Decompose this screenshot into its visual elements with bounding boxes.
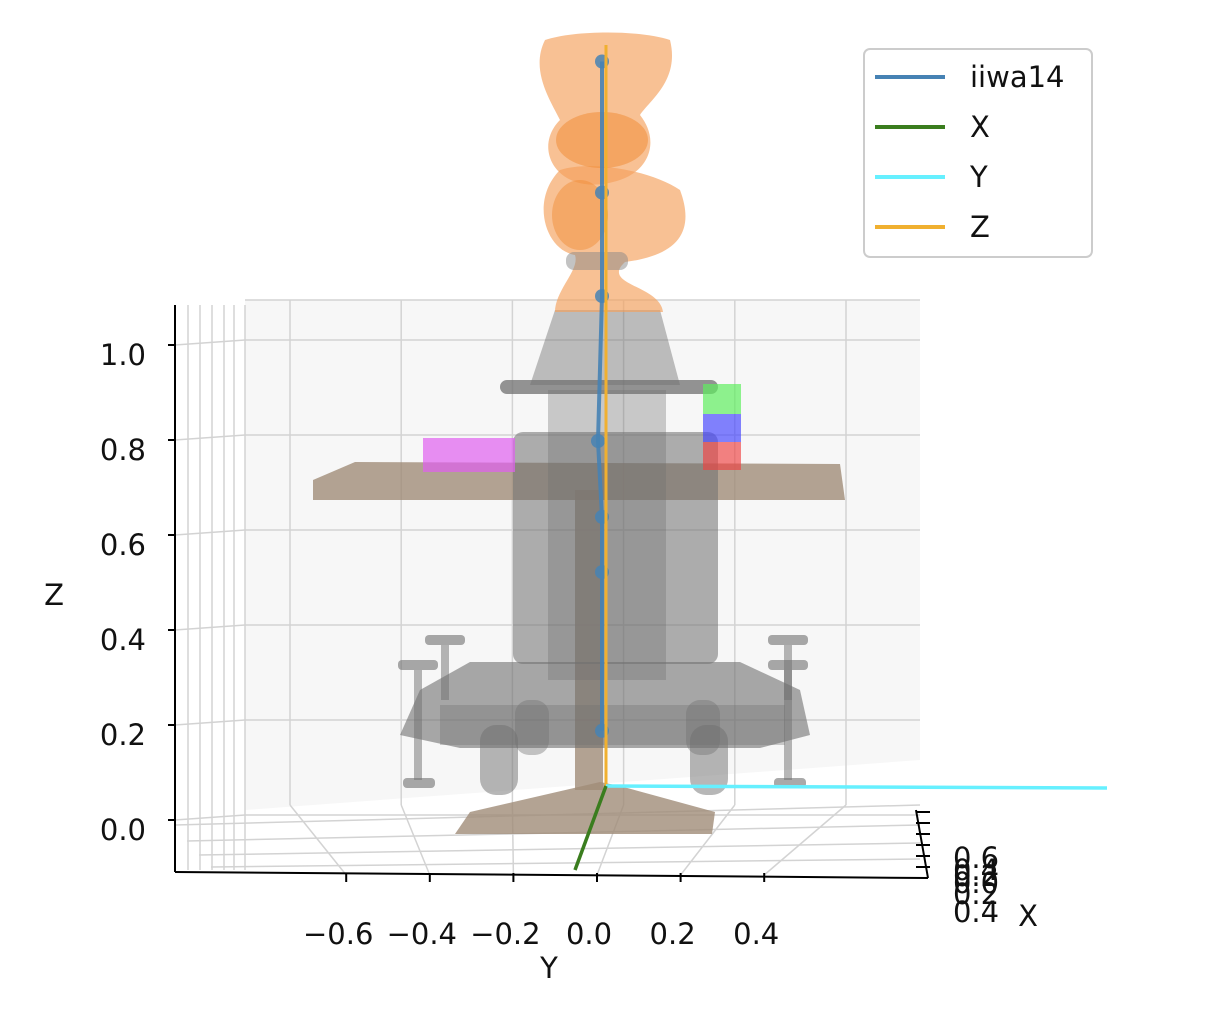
wheel-back-left xyxy=(515,700,549,755)
y-axis-line xyxy=(174,871,929,879)
x-tick-label: 0.2 xyxy=(953,877,999,911)
x-tick-label: 0.6 xyxy=(953,841,999,875)
jack-1-rod xyxy=(441,645,449,700)
y-tick-labels: −0.6 −0.4 −0.2 0.0 0.2 0.4 xyxy=(303,917,779,951)
z-tick-label: 0.4 xyxy=(100,623,146,657)
legend-label: Y xyxy=(969,160,988,194)
frame-axis-y xyxy=(605,784,1108,790)
legend: iiwa14 XYZ xyxy=(863,48,1093,258)
base-body xyxy=(513,432,718,664)
table-foot xyxy=(455,782,715,834)
grid-floor-line xyxy=(400,804,431,876)
legend-label: iiwa14 xyxy=(970,60,1065,94)
z-tick-label: 0.0 xyxy=(100,813,146,847)
grid-floor-cross xyxy=(198,842,921,856)
jack-2-head xyxy=(398,660,438,670)
envelope-lower xyxy=(543,166,686,312)
z-tick-label: 0.8 xyxy=(100,433,146,467)
z-tick-label: 0.6 xyxy=(100,528,146,562)
legend-label: Z xyxy=(970,210,990,244)
z-tick-labels: 0.0 0.2 0.4 0.6 0.8 1.0 xyxy=(100,338,146,847)
wheel-back-right xyxy=(686,700,720,755)
y-tick-label: 0.0 xyxy=(566,917,612,951)
frame-axis-x xyxy=(573,785,608,871)
z-tick-label: 1.0 xyxy=(100,338,146,372)
base-plate xyxy=(500,380,718,394)
grid-floor-line xyxy=(289,804,347,876)
jack-4-head xyxy=(768,660,808,670)
legend-frame xyxy=(863,48,1093,258)
y-tick-label: −0.4 xyxy=(387,917,457,951)
jack-2-rod xyxy=(414,670,422,780)
wheel-right xyxy=(690,725,728,795)
x-tick-label: 0.4 xyxy=(953,853,999,887)
legend-label: X xyxy=(970,110,990,144)
tick-marks xyxy=(168,344,930,882)
wheel-left xyxy=(480,725,518,795)
mobile-base xyxy=(398,310,810,795)
envelope-elbow xyxy=(552,180,608,250)
y-axis-label: Y xyxy=(539,951,558,985)
jack-1-head xyxy=(425,635,465,645)
jack-2-foot xyxy=(403,778,435,788)
green-box xyxy=(703,384,741,414)
y-tick-label: −0.2 xyxy=(470,917,540,951)
y-tick-label: 0.4 xyxy=(733,917,779,951)
robot-envelope xyxy=(539,32,686,312)
x-tick-label: 0.4 xyxy=(953,895,999,929)
jack-3-head xyxy=(768,635,808,645)
grid-floor-line xyxy=(763,804,847,876)
magenta-box xyxy=(423,438,515,472)
robot-flange xyxy=(566,252,628,270)
grid-floor-line xyxy=(680,804,736,876)
y-tick-label: −0.6 xyxy=(303,917,373,951)
red-box xyxy=(703,442,741,470)
y-tick-label: 0.2 xyxy=(650,917,696,951)
jack-4-rod xyxy=(784,670,792,780)
legend-entries: iiwa14 XYZ xyxy=(875,60,1065,244)
x-tick-label: 0.2 xyxy=(953,859,999,893)
z-tick-label: 0.2 xyxy=(100,718,146,752)
blue-box xyxy=(703,414,741,442)
robot-joint xyxy=(591,434,605,448)
x-tick-labels: 0.60.40.20.00.20.4 xyxy=(953,841,999,929)
x-tick-label: 0.0 xyxy=(953,866,999,900)
x-axis-label: X xyxy=(1018,899,1038,933)
z-axis-label: Z xyxy=(44,578,64,612)
grid-floor-cross xyxy=(210,858,921,868)
